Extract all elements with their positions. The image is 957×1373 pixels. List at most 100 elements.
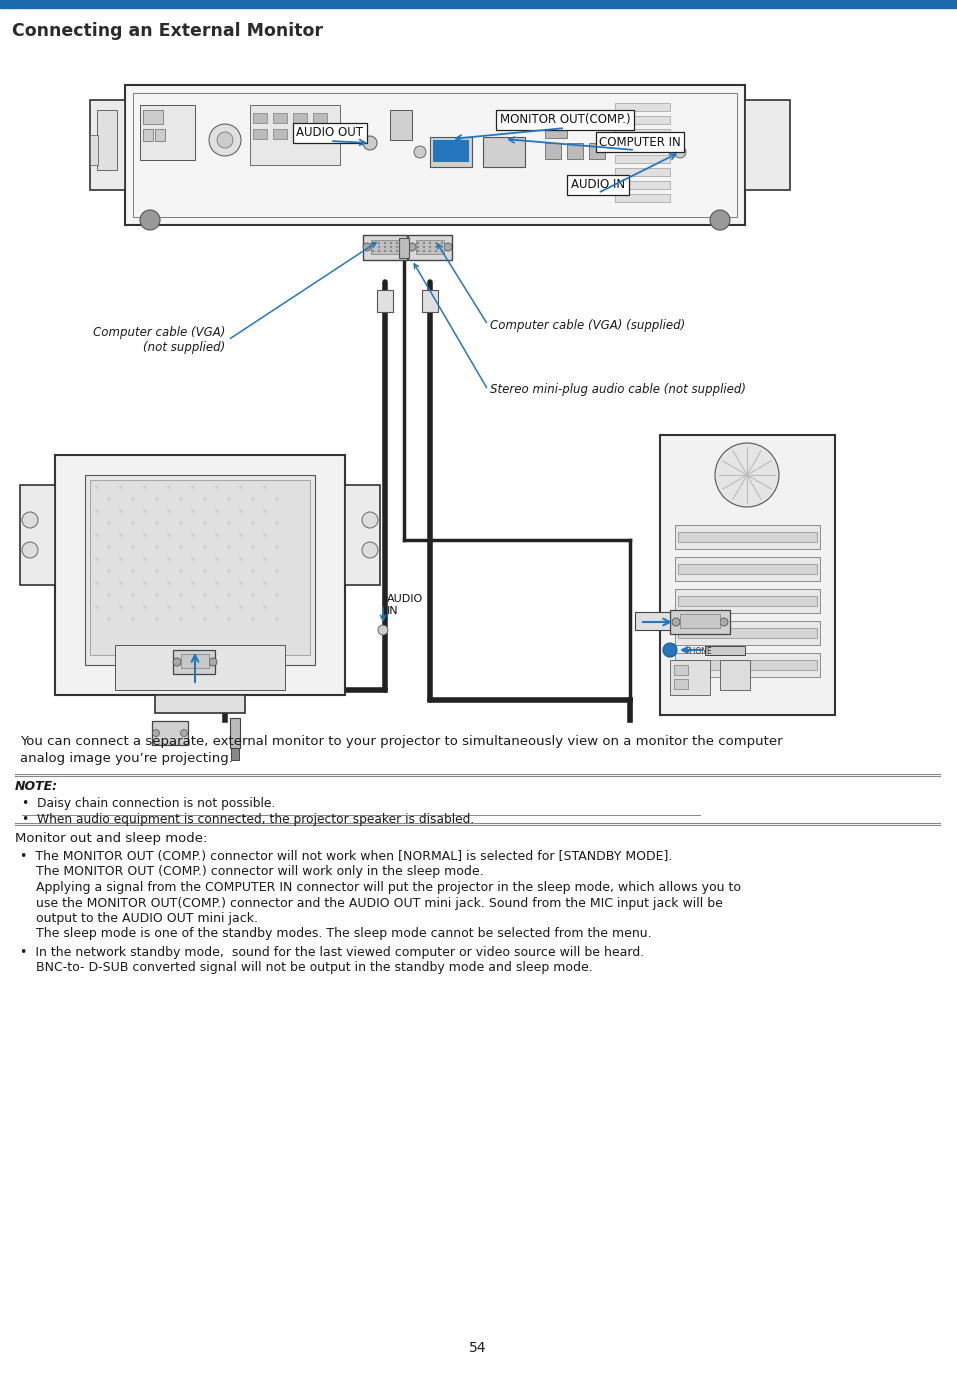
Circle shape xyxy=(180,545,183,548)
Bar xyxy=(615,115,670,124)
Circle shape xyxy=(663,643,677,658)
Circle shape xyxy=(414,146,426,158)
Circle shape xyxy=(429,246,432,249)
Bar xyxy=(675,589,820,612)
Circle shape xyxy=(120,486,122,489)
Bar xyxy=(173,649,215,674)
Bar xyxy=(20,485,55,585)
Circle shape xyxy=(167,509,170,512)
Circle shape xyxy=(417,246,419,249)
Circle shape xyxy=(131,593,135,596)
Circle shape xyxy=(252,545,255,548)
Circle shape xyxy=(155,497,159,501)
Text: Connecting an External Monitor: Connecting an External Monitor xyxy=(12,22,323,40)
Bar xyxy=(97,110,117,170)
Bar xyxy=(55,454,345,695)
Circle shape xyxy=(204,497,207,501)
Text: use the MONITOR OUT(COMP.) connector and the AUDIO OUT mini jack. Sound from the: use the MONITOR OUT(COMP.) connector and… xyxy=(20,897,723,909)
Circle shape xyxy=(263,605,266,608)
Text: •  Daisy chain connection is not possible.: • Daisy chain connection is not possible… xyxy=(22,796,276,810)
Bar xyxy=(675,654,820,677)
Circle shape xyxy=(144,605,146,608)
Circle shape xyxy=(441,250,443,253)
Circle shape xyxy=(180,497,183,501)
Bar xyxy=(143,110,163,124)
Circle shape xyxy=(152,729,160,736)
Bar xyxy=(125,85,745,225)
Bar xyxy=(675,524,820,549)
Circle shape xyxy=(155,618,159,621)
Circle shape xyxy=(239,486,242,489)
Circle shape xyxy=(396,246,398,249)
Circle shape xyxy=(423,246,425,249)
Circle shape xyxy=(120,582,122,585)
Circle shape xyxy=(710,210,730,231)
Bar xyxy=(670,660,710,695)
Text: AUDIO OUT: AUDIO OUT xyxy=(297,126,364,140)
Text: Monitor out and sleep mode:: Monitor out and sleep mode: xyxy=(15,832,208,844)
Circle shape xyxy=(120,605,122,608)
Bar xyxy=(705,647,745,655)
Circle shape xyxy=(263,486,266,489)
Bar xyxy=(345,485,380,585)
Circle shape xyxy=(252,522,255,524)
Bar xyxy=(273,129,287,139)
Circle shape xyxy=(107,522,110,524)
Circle shape xyxy=(173,658,181,666)
Bar xyxy=(430,137,472,168)
Circle shape xyxy=(720,618,728,626)
Bar xyxy=(371,240,399,254)
Bar xyxy=(90,100,125,189)
Circle shape xyxy=(252,570,255,573)
Bar xyxy=(363,235,407,259)
Circle shape xyxy=(228,593,231,596)
Circle shape xyxy=(378,250,380,253)
Circle shape xyxy=(204,522,207,524)
Bar xyxy=(615,141,670,150)
Circle shape xyxy=(144,582,146,585)
Circle shape xyxy=(434,246,437,249)
Text: •  The MONITOR OUT (COMP.) connector will not work when [NORMAL] is selected for: • The MONITOR OUT (COMP.) connector will… xyxy=(20,850,673,864)
Circle shape xyxy=(263,534,266,537)
Bar xyxy=(390,110,412,140)
Circle shape xyxy=(252,497,255,501)
Bar xyxy=(90,135,98,165)
Bar xyxy=(293,113,307,124)
Bar xyxy=(230,718,240,748)
Text: BNC-to- D-SUB converted signal will not be output in the standby mode and sleep : BNC-to- D-SUB converted signal will not … xyxy=(20,961,592,975)
Bar xyxy=(545,143,561,159)
Bar xyxy=(615,155,670,163)
Circle shape xyxy=(167,582,170,585)
Circle shape xyxy=(120,509,122,512)
Bar xyxy=(615,194,670,202)
Text: AUDIO
IN: AUDIO IN xyxy=(387,595,423,616)
Circle shape xyxy=(22,512,38,529)
Circle shape xyxy=(107,618,110,621)
Circle shape xyxy=(155,545,159,548)
Bar xyxy=(253,129,267,139)
Circle shape xyxy=(263,557,266,560)
Circle shape xyxy=(239,534,242,537)
Bar xyxy=(567,143,583,159)
Circle shape xyxy=(423,242,425,244)
Circle shape xyxy=(204,593,207,596)
Bar xyxy=(433,140,469,162)
Circle shape xyxy=(372,250,374,253)
Bar xyxy=(253,113,267,124)
Circle shape xyxy=(276,545,278,548)
Circle shape xyxy=(107,570,110,573)
Bar xyxy=(675,621,820,645)
Text: output to the AUDIO OUT mini jack.: output to the AUDIO OUT mini jack. xyxy=(20,912,258,925)
Circle shape xyxy=(384,250,387,253)
Circle shape xyxy=(672,618,680,626)
Bar xyxy=(143,129,153,141)
Bar xyxy=(675,557,820,581)
Text: NOTE:: NOTE: xyxy=(15,780,58,794)
Text: PHONE: PHONE xyxy=(685,648,712,656)
Circle shape xyxy=(215,582,218,585)
Circle shape xyxy=(96,509,99,512)
Text: Computer cable (VGA) (supplied): Computer cable (VGA) (supplied) xyxy=(490,319,685,331)
Bar xyxy=(152,721,188,746)
Circle shape xyxy=(715,443,779,507)
Circle shape xyxy=(167,557,170,560)
